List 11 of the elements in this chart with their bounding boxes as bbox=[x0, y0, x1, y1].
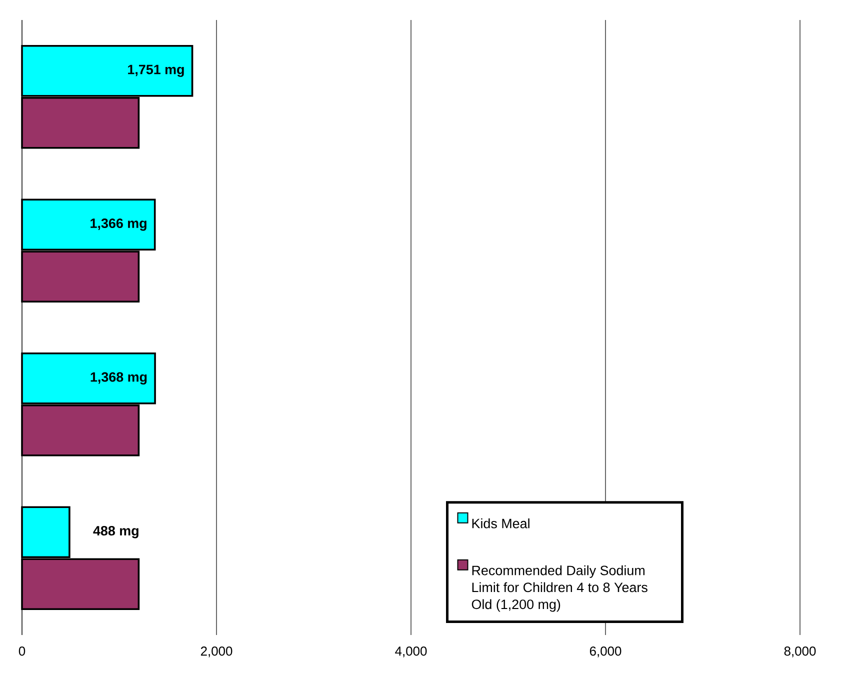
x-tick-label: 0 bbox=[18, 646, 26, 656]
legend-label: Kids Meal bbox=[472, 518, 530, 528]
legend-label: Recommended Daily Sodium Limit for Children 4 to 8 Years Old (1,200 mg) bbox=[472, 565, 648, 612]
data-label: 1,751 mg bbox=[128, 64, 184, 77]
data-label: 1,368 mg bbox=[90, 372, 147, 384]
x-tick-label: 8,000 bbox=[784, 646, 816, 658]
x-tick-label: 4,000 bbox=[395, 646, 427, 658]
x-tick-label: 2,000 bbox=[200, 646, 232, 658]
data-label: 1,366 mg bbox=[90, 218, 146, 231]
x-tick-label: 6,000 bbox=[590, 646, 622, 658]
data-label: 488 mg bbox=[93, 526, 138, 538]
